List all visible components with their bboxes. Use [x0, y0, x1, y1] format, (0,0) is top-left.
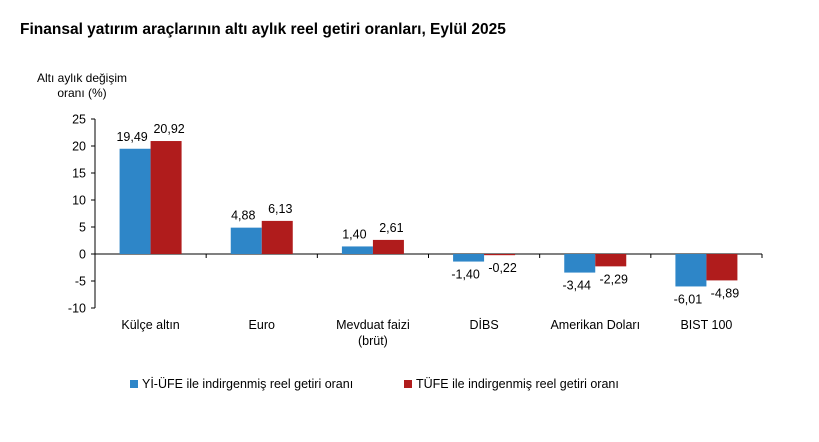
x-tick-label: Euro: [249, 318, 275, 332]
data-label-series-1: 4,88: [231, 209, 255, 223]
bar-series-2: [150, 141, 182, 254]
bar-series-2: [484, 254, 516, 256]
data-label-series-2: 6,13: [268, 202, 292, 216]
y-tick-label: 25: [72, 113, 86, 127]
data-label-series-1: -3,44: [563, 279, 592, 293]
data-label-series-1: 1,40: [342, 227, 366, 241]
bar-series-1: [453, 254, 485, 262]
bar-series-2: [372, 239, 404, 254]
y-tick-label: 0: [79, 248, 86, 262]
data-label-series-2: -4,89: [711, 286, 740, 300]
bar-series-1: [119, 148, 151, 254]
data-label-series-1: 19,49: [116, 130, 147, 144]
data-label-series-1: -1,40: [451, 268, 480, 282]
y-tick-label: -5: [75, 275, 86, 289]
bar-series-1: [341, 246, 373, 254]
bar-series-1: [230, 227, 262, 254]
legend-swatch-tufe: [404, 380, 412, 388]
x-tick-label: DİBS: [469, 318, 498, 332]
legend-item-tufe: TÜFE ile indirgenmiş reel getiri oranı: [404, 377, 619, 391]
x-tick-label: Mevduat faizi: [336, 318, 410, 332]
x-tick-label: BIST 100: [680, 318, 732, 332]
data-label-series-2: -0,22: [488, 261, 517, 275]
x-tick-label: (brüt): [358, 334, 388, 348]
data-label-series-1: -6,01: [674, 292, 703, 306]
bar-series-2: [261, 220, 293, 254]
y-tick-label: -10: [68, 302, 86, 316]
bar-series-1: [564, 254, 596, 273]
y-tick-label: 20: [72, 140, 86, 154]
legend-label-tufe: TÜFE ile indirgenmiş reel getiri oranı: [416, 377, 619, 391]
legend-label-yi-ufe: Yİ-ÜFE ile indirgenmiş reel getiri oranı: [142, 377, 354, 391]
chart-title: Finansal yatırım araçlarının altı aylık …: [20, 21, 506, 38]
y-axis-title-line-2: oranı (%): [57, 86, 106, 100]
y-tick-label: 10: [72, 194, 86, 208]
y-tick-label: 15: [72, 167, 86, 181]
legend-swatch-yi-ufe: [130, 380, 138, 388]
bar-series-2: [706, 254, 738, 281]
data-label-series-2: 2,61: [379, 221, 403, 235]
data-label-series-2: -2,29: [600, 272, 629, 286]
y-tick-label: 5: [79, 221, 86, 235]
bar-series-1: [675, 254, 707, 287]
data-label-series-2: 20,92: [153, 122, 184, 136]
y-axis-title-line-1: Altı aylık değişim: [37, 71, 127, 85]
bar-series-2: [595, 254, 627, 267]
legend-item-yi-ufe: Yİ-ÜFE ile indirgenmiş reel getiri oranı: [130, 377, 353, 391]
x-tick-label: Külçe altın: [121, 318, 179, 332]
x-tick-label: Amerikan Doları: [550, 318, 640, 332]
